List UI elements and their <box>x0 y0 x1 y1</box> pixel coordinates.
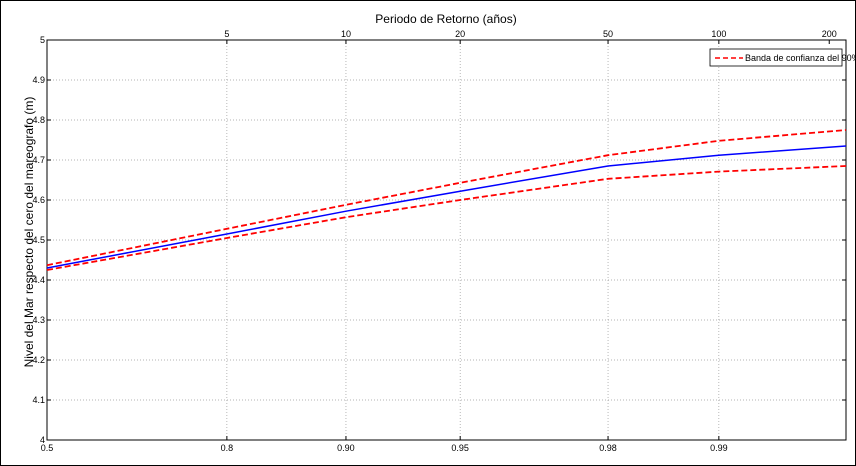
top-tick-label: 5 <box>224 29 229 39</box>
y-tick-label: 4.1 <box>32 395 45 405</box>
series-group <box>46 129 847 271</box>
y-tick-label: 4 <box>40 435 45 445</box>
axis-ticks: 0.5 0.8 0.90 0.95 0.98 0.99 5 10 20 50 100 200 4 4.1 4… <box>32 29 846 453</box>
y-tick-label: 4.8 <box>32 115 45 125</box>
confidence-band-line-1 <box>46 129 847 267</box>
confidence-band-line-2 <box>46 165 847 271</box>
legend: Banda de confianza del 90% <box>709 48 856 67</box>
y-axis-label: Nivel del Mar respecto del cero del mare… <box>22 97 36 368</box>
x-tick-label: 0.8 <box>221 443 234 453</box>
top-tick-label: 20 <box>455 29 465 39</box>
x-tick-label: 0.90 <box>337 443 355 453</box>
x-tick-label: 0.98 <box>599 443 617 453</box>
top-tick-label: 100 <box>711 29 726 39</box>
legend-entry-confidence-band: Banda de confianza del 90% <box>745 53 856 63</box>
x-tick-label: 0.95 <box>451 443 469 453</box>
x-tick-label: 0.99 <box>710 443 728 453</box>
chart-title: Periodo de Retorno (años) <box>375 12 516 26</box>
grid-lines <box>46 40 846 440</box>
legend-box <box>709 48 843 67</box>
y-tick-label: 4.5 <box>32 235 45 245</box>
y-tick-label: 5 <box>40 35 45 45</box>
y-tick-label: 4.3 <box>32 315 45 325</box>
top-tick-label: 50 <box>603 29 613 39</box>
top-tick-label: 10 <box>341 29 351 39</box>
y-tick-label: 4.7 <box>32 155 45 165</box>
y-tick-label: 4.4 <box>32 275 45 285</box>
top-tick-label: 200 <box>822 29 837 39</box>
central-estimate-line <box>46 145 847 269</box>
x-tick-label: 0.5 <box>41 443 54 453</box>
y-tick-label: 4.2 <box>32 355 45 365</box>
y-tick-label: 4.9 <box>32 75 45 85</box>
y-tick-label: 4.6 <box>32 195 45 205</box>
